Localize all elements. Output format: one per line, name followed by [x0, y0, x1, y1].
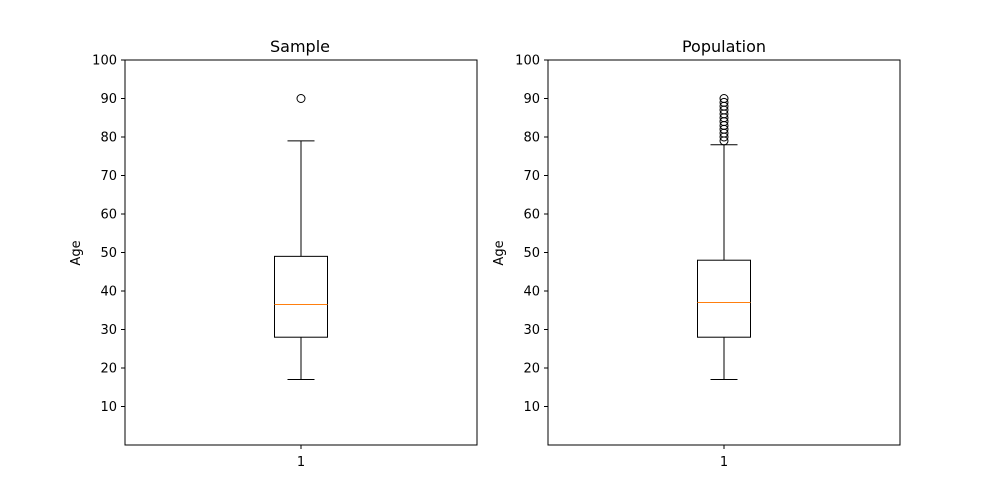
- sample-panel: Sample Age 10 20 30 40 50 60 70 80 90 100 1: [69, 37, 478, 470]
- sample-x-tick-label: 1: [297, 455, 305, 470]
- sample-box: [274, 255, 328, 338]
- population-y-tick-label: 70: [523, 169, 540, 184]
- population-x-ticks: 1: [720, 445, 728, 470]
- sample-x-ticks: 1: [297, 445, 305, 470]
- sample-y-tick-label: 50: [100, 246, 117, 261]
- population-outlier-point: [719, 94, 729, 103]
- population-y-tick-label: 30: [523, 323, 540, 338]
- population-y-ticks: 10 20 30 40 50 60 70 80 90 100: [515, 54, 548, 415]
- sample-boxplot: [274, 94, 328, 381]
- population-box: [697, 259, 751, 338]
- sample-y-tick-label: 70: [100, 169, 117, 184]
- population-title: Population: [682, 37, 766, 56]
- sample-y-tick-label: 100: [92, 54, 117, 69]
- sample-axes-frame: [124, 59, 478, 446]
- sample-y-tick-label: 60: [100, 208, 117, 223]
- population-panel: Population Age 10 20 30 40 50 60 70 80 90 100 1: [492, 37, 901, 470]
- population-y-tick-label: 40: [523, 285, 540, 300]
- sample-y-axis-label: Age: [69, 240, 84, 265]
- sample-y-tick-label: 30: [100, 323, 117, 338]
- sample-y-tick-label: 80: [100, 131, 117, 146]
- sample-title: Sample: [270, 37, 330, 56]
- population-y-axis-label: Age: [492, 240, 507, 265]
- sample-outlier-point: [296, 94, 306, 103]
- population-y-tick-label: 90: [523, 92, 540, 107]
- population-boxplot: [697, 94, 751, 381]
- population-y-tick-label: 60: [523, 208, 540, 223]
- population-y-tick-label: 10: [523, 400, 540, 415]
- sample-y-tick-label: 20: [100, 362, 117, 377]
- population-outlier-point: [719, 97, 729, 107]
- population-y-tick-label: 20: [523, 362, 540, 377]
- population-y-tick-label: 80: [523, 131, 540, 146]
- sample-y-ticks: 10 20 30 40 50 60 70 80 90 100: [92, 54, 125, 415]
- population-x-tick-label: 1: [720, 455, 728, 470]
- sample-y-tick-label: 90: [100, 92, 117, 107]
- population-axes-frame: [547, 59, 901, 446]
- population-y-tick-label: 100: [515, 54, 540, 69]
- population-y-tick-label: 50: [523, 246, 540, 261]
- sample-y-tick-label: 40: [100, 285, 117, 300]
- sample-y-tick-label: 10: [100, 400, 117, 415]
